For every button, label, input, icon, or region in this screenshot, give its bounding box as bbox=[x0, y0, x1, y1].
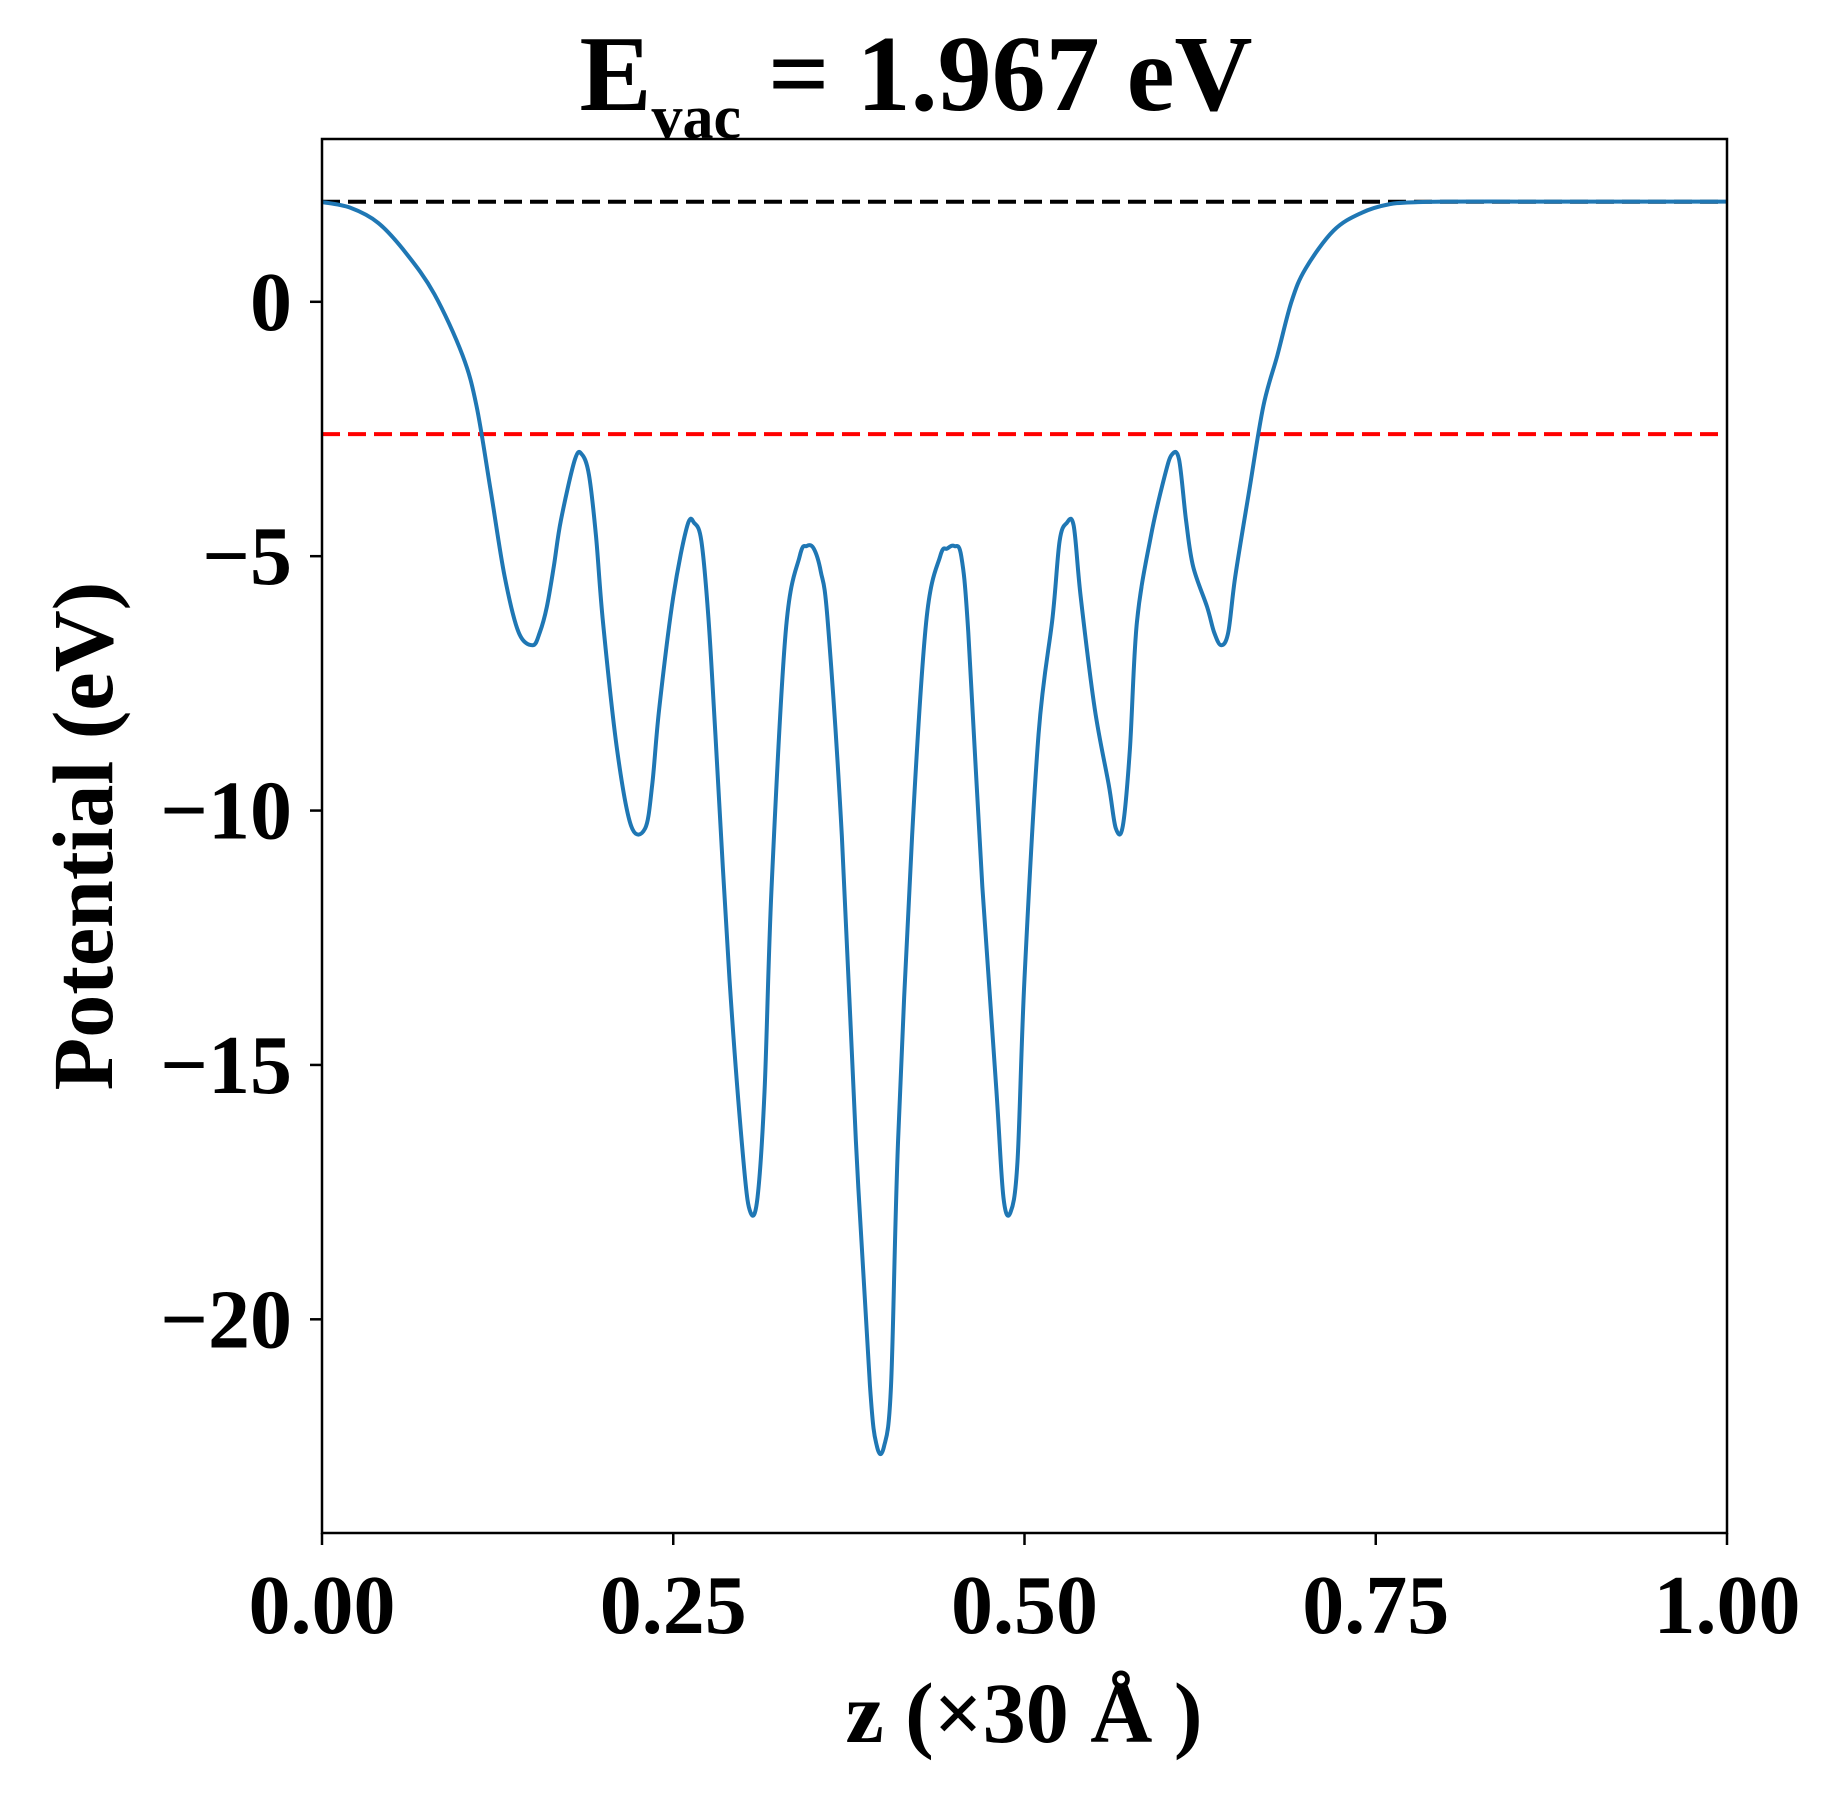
x-tick-label: 0.00 bbox=[249, 1559, 396, 1652]
y-tick-label: 0 bbox=[250, 256, 292, 349]
y-tick-label: −20 bbox=[160, 1273, 292, 1366]
x-tick-label: 0.50 bbox=[951, 1559, 1098, 1652]
x-axis-label: z (×30 Å ) bbox=[845, 1665, 1202, 1761]
title-subscript: vac bbox=[652, 84, 742, 152]
plot-area bbox=[321, 199, 1727, 1457]
ticks: 0.00 0.25 0.50 0.75 1.00 0 −5 −10 −15 −20 bbox=[160, 256, 1800, 1652]
chart-title: Evac = 1.967 eV bbox=[579, 15, 1252, 152]
y-axis-label: Potential (eV) bbox=[35, 582, 131, 1091]
x-tick-label: 0.25 bbox=[600, 1559, 747, 1652]
title-main: E bbox=[579, 15, 651, 134]
y-tick-label: −15 bbox=[160, 1019, 292, 1112]
x-tick-label: 0.75 bbox=[1302, 1559, 1449, 1652]
x-tick-label: 1.00 bbox=[1654, 1559, 1801, 1652]
series-line-0 bbox=[321, 199, 1727, 1457]
y-tick-label: −5 bbox=[202, 510, 292, 603]
title-rest: = 1.967 eV bbox=[741, 15, 1252, 134]
y-tick-label: −10 bbox=[160, 765, 292, 858]
axes-frame bbox=[320, 137, 1729, 1535]
